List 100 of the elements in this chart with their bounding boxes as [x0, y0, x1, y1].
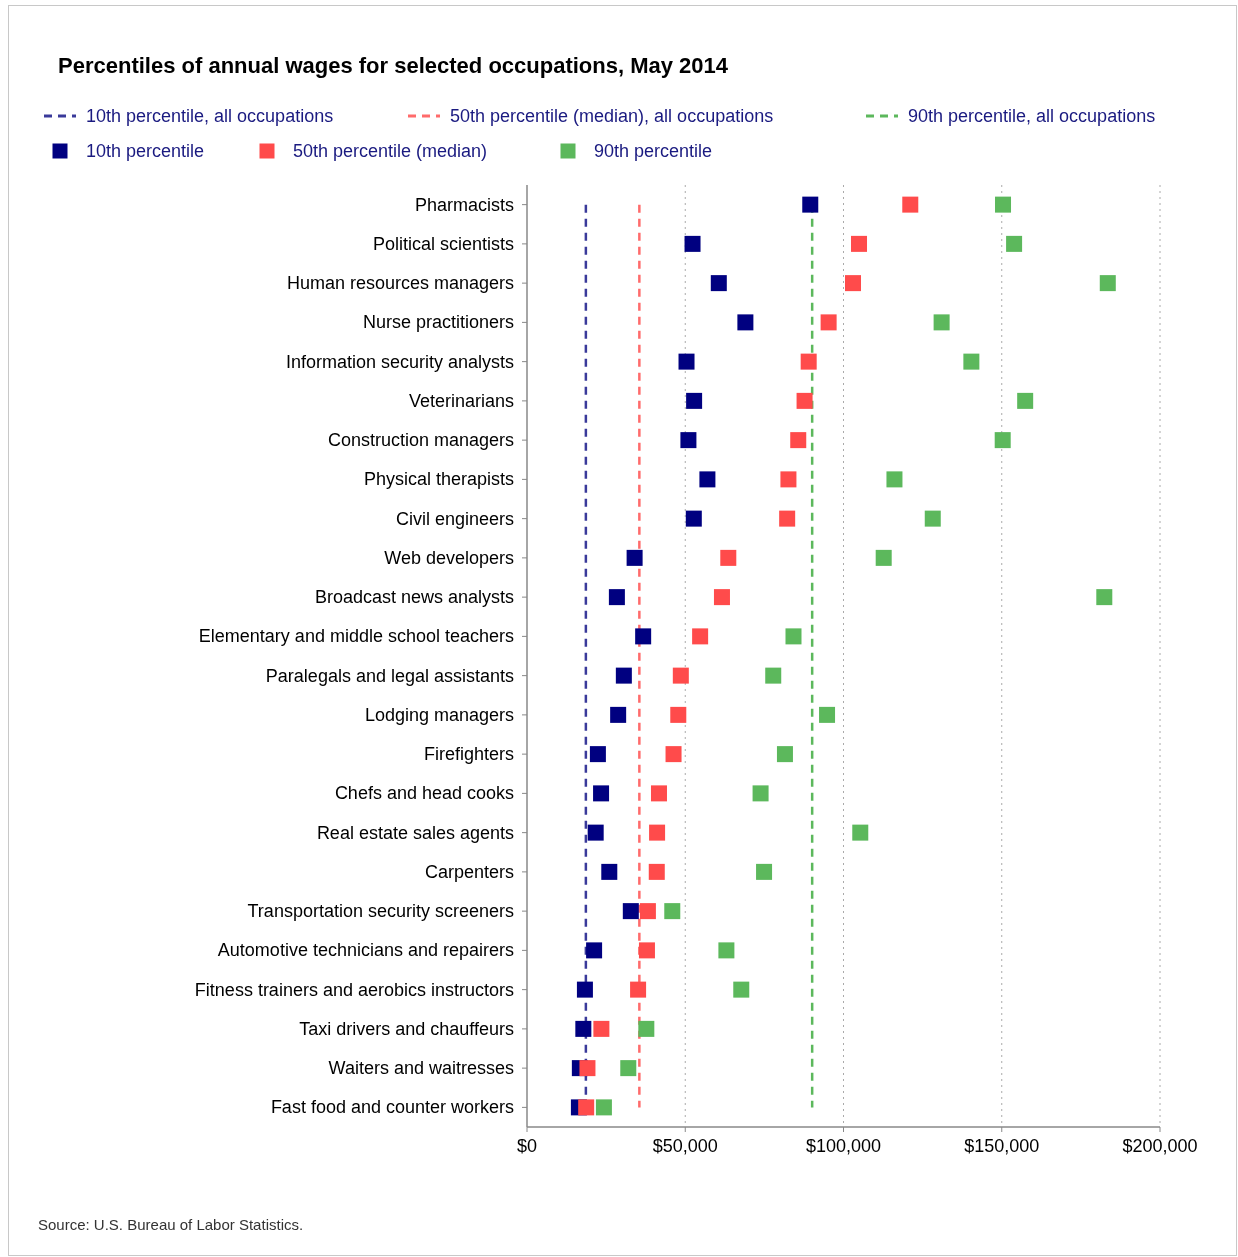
point — [776, 746, 793, 763]
point — [630, 981, 647, 998]
point — [665, 746, 682, 763]
legend-label: 10th percentile — [86, 141, 205, 161]
point — [615, 667, 632, 684]
point — [601, 863, 618, 880]
point — [686, 392, 703, 409]
point — [819, 706, 836, 723]
point — [649, 824, 666, 841]
legend-label: 50th percentile (median) — [293, 141, 488, 161]
y-tick-label: Political scientists — [372, 233, 514, 254]
source-note: Source: U.S. Bureau of Labor Statistics. — [38, 1216, 304, 1233]
point — [1096, 589, 1113, 606]
point — [756, 863, 773, 880]
point — [610, 706, 627, 723]
point — [595, 1099, 612, 1116]
point — [710, 275, 727, 292]
y-tick-label: Physical therapists — [363, 469, 514, 490]
point — [820, 314, 837, 331]
point — [785, 628, 802, 645]
point — [718, 942, 735, 959]
legend-label: 50th percentile (median), all occupations — [450, 106, 774, 126]
y-tick-label: Construction managers — [327, 430, 514, 451]
point — [578, 1099, 595, 1116]
y-tick-label: Real estate sales agents — [316, 822, 514, 843]
point — [886, 471, 903, 488]
point — [852, 824, 869, 841]
y-tick-label: Chefs and head cooks — [334, 783, 514, 804]
point — [684, 235, 701, 252]
point — [779, 510, 796, 527]
y-tick-label: Carpenters — [424, 861, 514, 882]
point — [875, 549, 892, 566]
x-tick-label: $50,000 — [652, 1136, 718, 1156]
y-tick-label: Human resources managers — [286, 273, 514, 294]
x-tick-label: $150,000 — [964, 1136, 1040, 1156]
point — [635, 628, 652, 645]
point — [1006, 235, 1023, 252]
point — [639, 903, 656, 920]
legend-label: 10th percentile, all occupations — [86, 106, 334, 126]
y-tick-label: Information security analysts — [285, 351, 514, 372]
point — [586, 942, 603, 959]
point — [790, 432, 807, 449]
point — [933, 314, 950, 331]
point — [670, 706, 687, 723]
point — [752, 785, 769, 802]
y-tick-label: Web developers — [384, 547, 514, 568]
point — [802, 196, 819, 213]
point — [902, 196, 919, 213]
y-tick-label: Waiters and waitresses — [328, 1058, 514, 1079]
y-tick-label: Broadcast news analysts — [314, 587, 514, 608]
y-tick-label: Fitness trainers and aerobics instructors — [194, 979, 514, 1000]
point — [713, 589, 730, 606]
point — [720, 549, 737, 566]
y-tick-label: Elementary and middle school teachers — [198, 626, 514, 647]
y-tick-label: Nurse practitioners — [362, 312, 514, 333]
point — [648, 863, 665, 880]
point — [638, 1020, 655, 1037]
legend-label: 90th percentile — [594, 141, 713, 161]
x-tick-label: $0 — [516, 1136, 538, 1156]
point — [845, 275, 861, 292]
point — [587, 824, 604, 841]
point — [680, 432, 697, 449]
point — [620, 1060, 637, 1077]
point — [608, 589, 625, 606]
point — [699, 471, 716, 488]
point — [692, 628, 709, 645]
point — [678, 353, 695, 370]
point — [963, 353, 980, 370]
x-tick-label: $100,000 — [805, 1136, 882, 1156]
point — [589, 746, 606, 763]
y-tick-label: Pharmacists — [414, 194, 514, 215]
point — [1017, 392, 1034, 409]
point — [593, 785, 610, 802]
point — [575, 1020, 592, 1037]
point — [672, 667, 689, 684]
point — [593, 1020, 610, 1037]
y-tick-label: Fast food and counter workers — [270, 1097, 514, 1118]
point — [650, 785, 667, 802]
point — [924, 510, 941, 527]
y-tick-label: Civil engineers — [395, 508, 514, 529]
point — [733, 981, 750, 998]
y-tick-label: Taxi drivers and chauffeurs — [299, 1018, 514, 1039]
y-tick-label: Paralegals and legal assistants — [265, 665, 514, 686]
y-tick-label: Transportation security screeners — [247, 901, 514, 922]
legend-label: 90th percentile, all occupations — [908, 106, 1156, 126]
y-tick-label: Automotive technicians and repairers — [217, 940, 514, 961]
point — [664, 903, 681, 920]
point — [796, 392, 813, 409]
point — [800, 353, 817, 370]
point — [737, 314, 754, 331]
point — [780, 471, 797, 488]
point — [685, 510, 702, 527]
point — [579, 1060, 596, 1077]
point — [851, 235, 868, 252]
y-tick-label: Veterinarians — [408, 390, 514, 411]
y-tick-label: Lodging managers — [364, 704, 514, 725]
point — [626, 549, 643, 566]
point — [638, 942, 655, 959]
chart-title: Percentiles of annual wages for selected occupations, May 2014 — [58, 53, 729, 78]
point — [622, 903, 639, 920]
